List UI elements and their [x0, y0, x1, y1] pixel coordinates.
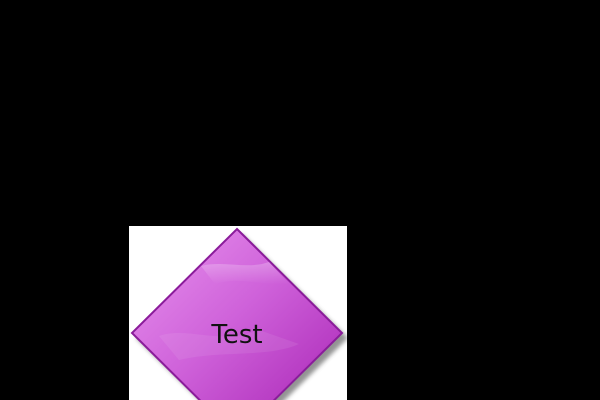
diamond-texture [201, 262, 289, 285]
diagram-canvas: Test [129, 226, 347, 400]
diamond-texture-2 [159, 330, 299, 360]
diamond-node[interactable] [130, 227, 344, 400]
diagram-svg: Test [130, 227, 347, 400]
node-label: Test [210, 320, 262, 350]
